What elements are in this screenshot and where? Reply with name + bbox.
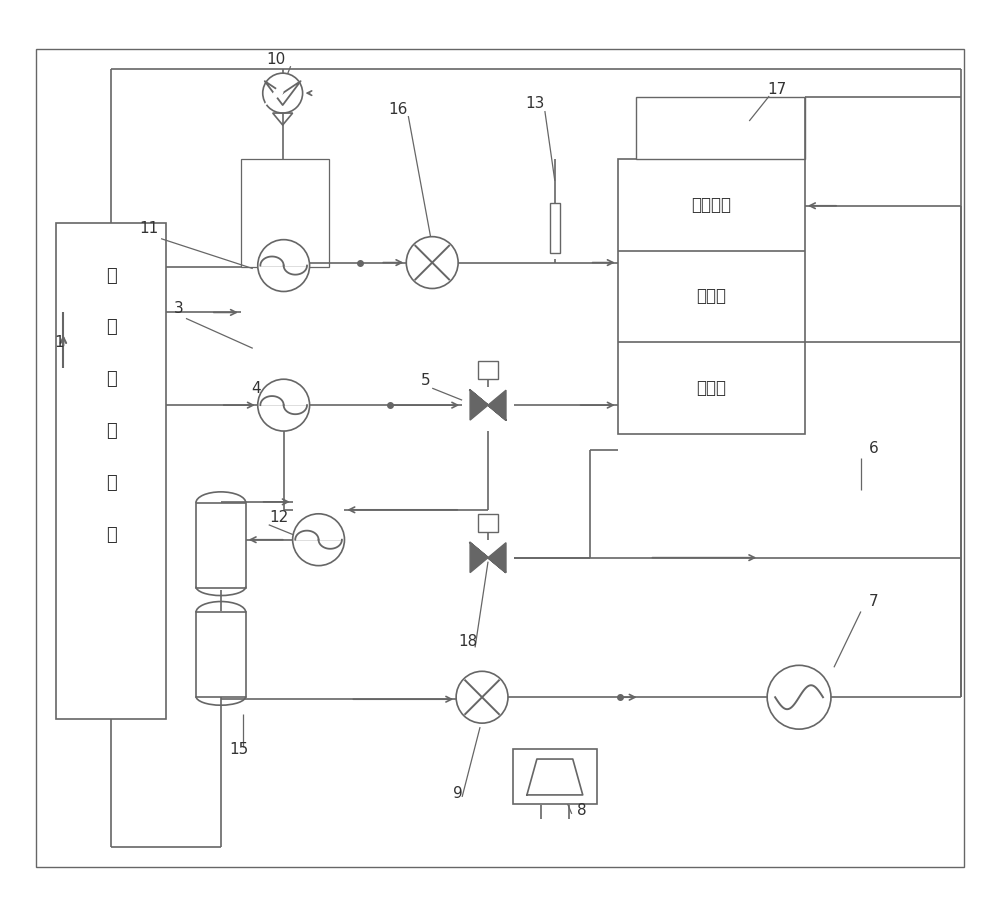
Bar bbox=[196, 613, 246, 697]
Bar bbox=[636, 97, 805, 159]
Polygon shape bbox=[470, 543, 488, 572]
Text: 11: 11 bbox=[139, 222, 159, 236]
Text: 重: 重 bbox=[106, 370, 117, 388]
Polygon shape bbox=[488, 390, 506, 420]
Text: 13: 13 bbox=[525, 96, 545, 110]
Polygon shape bbox=[265, 81, 283, 105]
Circle shape bbox=[293, 514, 344, 566]
Text: 16: 16 bbox=[389, 101, 408, 117]
Circle shape bbox=[258, 239, 310, 292]
Text: 单: 单 bbox=[106, 474, 117, 492]
Text: 8: 8 bbox=[577, 804, 587, 818]
Bar bbox=[196, 503, 246, 588]
Text: 3: 3 bbox=[174, 300, 184, 316]
Bar bbox=[513, 749, 597, 804]
Text: 9: 9 bbox=[453, 787, 463, 801]
Text: 18: 18 bbox=[458, 634, 478, 649]
Text: 10: 10 bbox=[266, 52, 285, 66]
Text: 5: 5 bbox=[420, 373, 430, 388]
Text: 6: 6 bbox=[869, 440, 879, 456]
Circle shape bbox=[258, 379, 310, 431]
Bar bbox=[550, 203, 560, 253]
Polygon shape bbox=[488, 543, 506, 572]
Bar bbox=[478, 361, 498, 379]
Text: 元: 元 bbox=[106, 526, 117, 544]
Circle shape bbox=[456, 671, 508, 723]
Text: 冷却剂板: 冷却剂板 bbox=[691, 196, 731, 213]
Text: 阴极板: 阴极板 bbox=[696, 287, 726, 306]
Text: 1: 1 bbox=[55, 335, 64, 350]
Text: 15: 15 bbox=[229, 742, 248, 756]
Circle shape bbox=[263, 74, 303, 113]
Text: 4: 4 bbox=[251, 380, 261, 396]
Circle shape bbox=[406, 237, 458, 289]
Polygon shape bbox=[283, 81, 301, 105]
Text: 阳极板: 阳极板 bbox=[696, 379, 726, 397]
Text: 整: 整 bbox=[106, 422, 117, 440]
Text: 17: 17 bbox=[768, 82, 787, 97]
Text: 7: 7 bbox=[869, 594, 879, 609]
Text: 料: 料 bbox=[106, 318, 117, 336]
Text: 12: 12 bbox=[269, 510, 288, 526]
Bar bbox=[56, 222, 166, 719]
Bar bbox=[618, 159, 805, 434]
Polygon shape bbox=[470, 390, 488, 420]
Bar bbox=[241, 159, 329, 266]
Circle shape bbox=[767, 666, 831, 729]
Bar bbox=[478, 514, 498, 532]
Text: 燃: 燃 bbox=[106, 266, 117, 284]
